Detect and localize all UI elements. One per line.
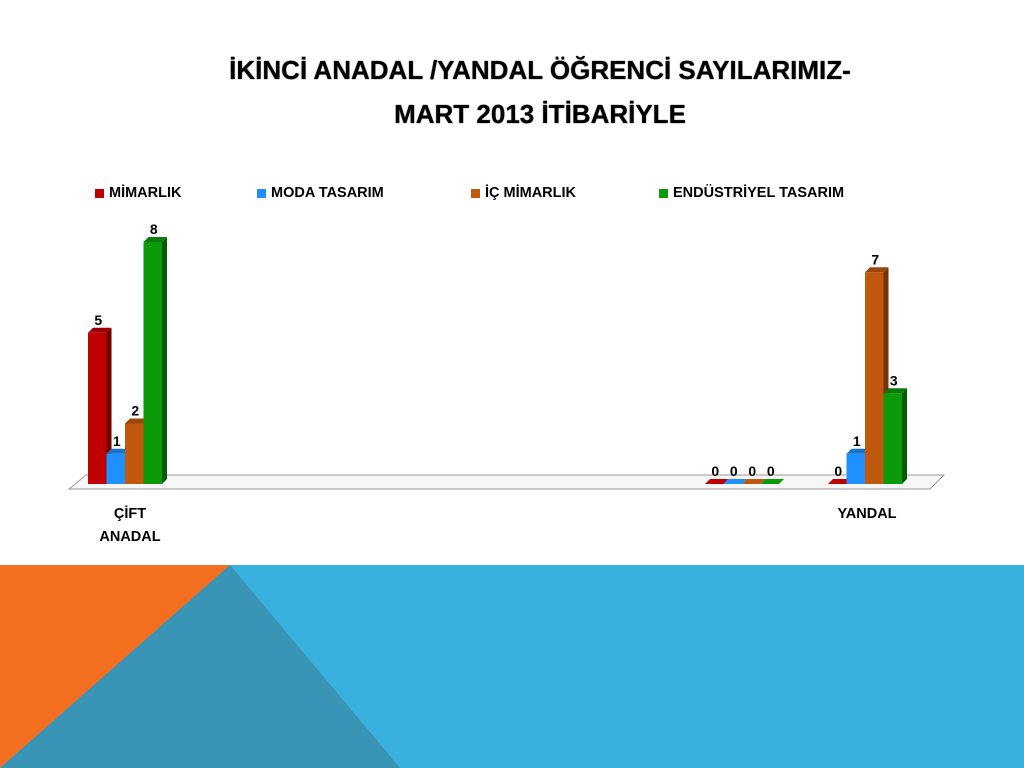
bar-top xyxy=(846,448,870,454)
bar xyxy=(705,479,729,484)
data-label: 1 xyxy=(853,433,861,449)
data-label: 0 xyxy=(748,463,756,479)
legend-item: MİMARLIK xyxy=(95,185,182,201)
bar-front xyxy=(143,242,162,484)
legend-label: MİMARLIK xyxy=(109,185,182,201)
bar xyxy=(88,327,112,484)
chart-legend: MİMARLIK MODA TASARIM İÇ MİMARLIK ENDÜSTRİY… xyxy=(0,185,1024,209)
legend-swatch xyxy=(95,188,104,198)
legend-label: İÇ MİMARLIK xyxy=(485,185,577,201)
data-label: 3 xyxy=(890,372,898,388)
data-label: 5 xyxy=(94,312,102,328)
bar-top xyxy=(143,237,167,242)
footer-overlap-triangle xyxy=(0,565,400,768)
legend-swatch xyxy=(257,188,266,198)
bar-front xyxy=(88,332,107,484)
legend-item: MODA TASARIM xyxy=(257,185,384,201)
data-label: 0 xyxy=(834,463,842,479)
slide-title-line-2: MART 2013 İTİBARİYLE xyxy=(394,99,686,129)
bar xyxy=(883,388,907,484)
bar xyxy=(742,479,766,484)
bar-front xyxy=(106,453,125,484)
bar xyxy=(723,479,747,484)
bar-top xyxy=(865,267,889,273)
bar xyxy=(828,479,852,484)
bar-top xyxy=(883,388,907,394)
category-label: ÇİFT ANADAL xyxy=(80,503,180,549)
legend-swatch xyxy=(659,188,668,198)
bar-side xyxy=(106,327,112,484)
bar-front xyxy=(865,272,884,484)
category-label: YANDAL xyxy=(817,503,917,526)
chart-floor xyxy=(67,474,946,490)
data-label: 8 xyxy=(150,221,158,237)
footer-decoration xyxy=(0,565,1024,768)
bar-side xyxy=(902,388,907,484)
slide-title: İKİNCİ ANADAL /YANDAL ÖĞRENCİ SAYILARIMI… xyxy=(80,48,1000,136)
bar-top xyxy=(88,327,112,333)
bar-top xyxy=(106,448,130,454)
bar-front xyxy=(846,453,865,484)
legend-swatch xyxy=(471,188,480,198)
bar-flat xyxy=(828,479,852,484)
data-label: 2 xyxy=(131,403,139,419)
legend-label: MODA TASARIM xyxy=(271,185,384,201)
slide-title-line-1: İKİNCİ ANADAL /YANDAL ÖĞRENCİ SAYILARIMI… xyxy=(229,55,851,85)
bar-flat xyxy=(742,479,766,484)
data-label: 1 xyxy=(113,433,121,449)
bar-front xyxy=(125,423,144,484)
bar-flat xyxy=(760,479,784,484)
bar-flat xyxy=(705,479,729,484)
data-label: 0 xyxy=(730,463,738,479)
legend-item: ENDÜSTRİYEL TASARIM xyxy=(659,185,844,201)
legend-item: İÇ MİMARLIK xyxy=(471,185,576,201)
bar-front xyxy=(883,393,902,484)
bar xyxy=(760,479,784,484)
data-label: 0 xyxy=(767,463,775,479)
legend-label: ENDÜSTRİYEL TASARIM xyxy=(673,185,845,201)
bar-flat xyxy=(723,479,747,484)
bar-side xyxy=(162,237,167,484)
bar xyxy=(143,237,167,484)
bar-top xyxy=(125,418,149,424)
data-label: 7 xyxy=(871,251,879,267)
category-label-line: ANADAL xyxy=(99,529,161,545)
category-label-line: YANDAL xyxy=(837,506,897,522)
data-label: 0 xyxy=(711,463,719,479)
category-label-line: ÇİFT xyxy=(113,506,147,522)
